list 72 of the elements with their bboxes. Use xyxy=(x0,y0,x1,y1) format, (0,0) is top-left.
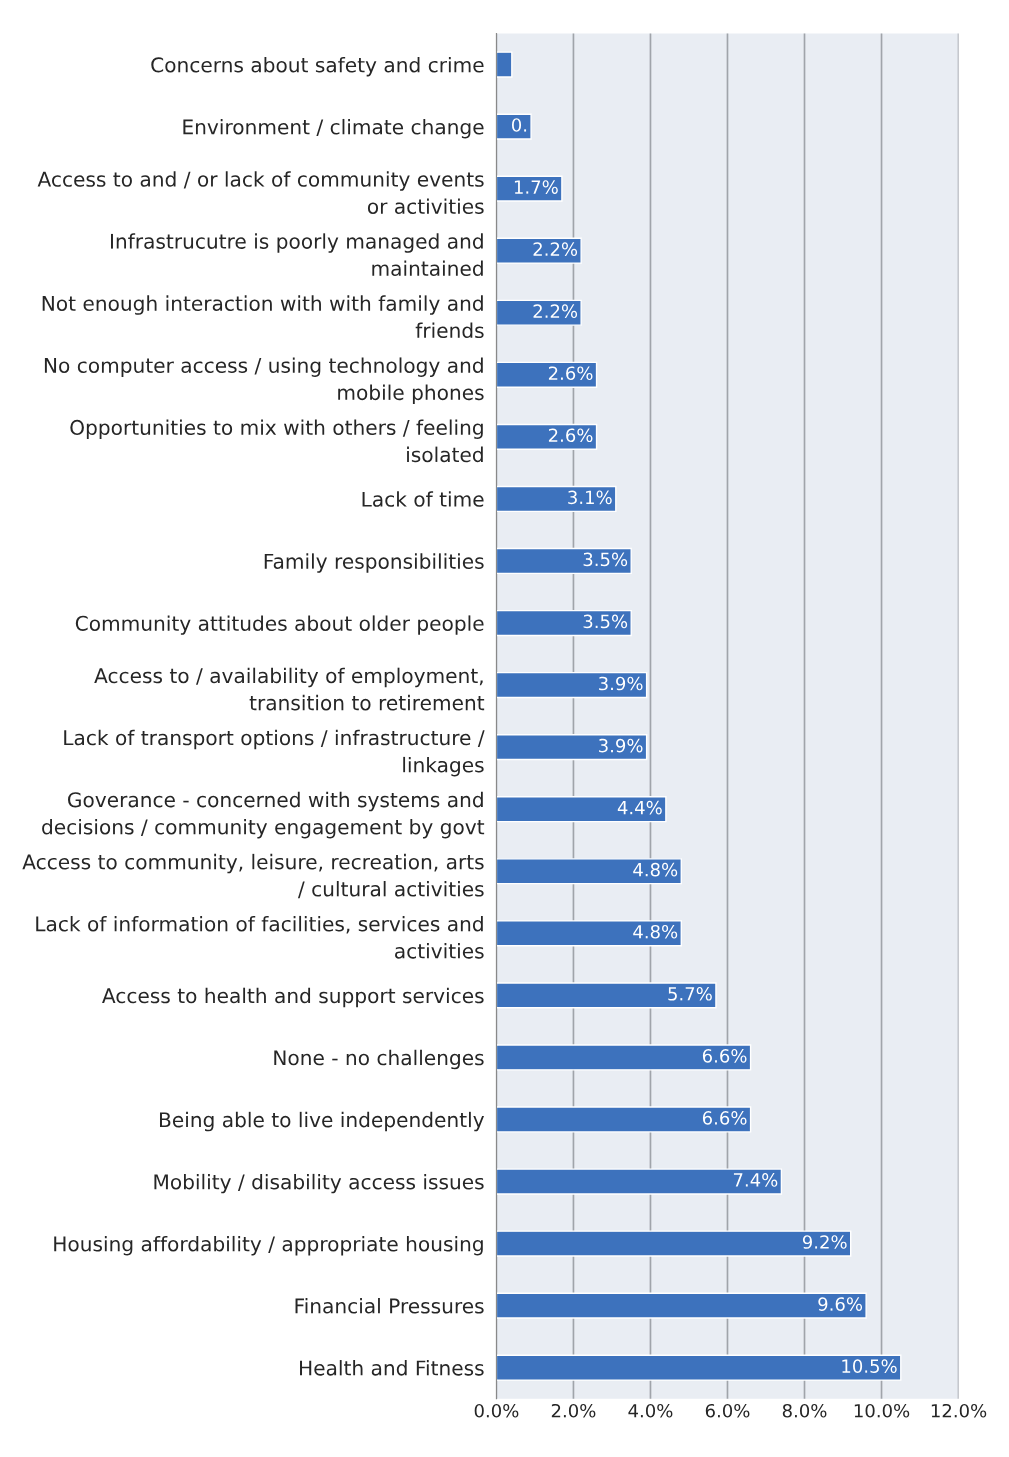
data-label: 6.6% xyxy=(702,1049,747,1063)
y-tick-label: None - no challenges xyxy=(274,1049,484,1070)
x-tick-label: 8.0% xyxy=(782,1403,827,1418)
x-tick-label: 12.0% xyxy=(931,1403,987,1418)
bar xyxy=(496,175,563,202)
bar xyxy=(496,547,632,575)
bar xyxy=(496,1106,752,1133)
data-label: 9.6% xyxy=(818,1297,863,1311)
bar xyxy=(496,485,617,513)
bar xyxy=(496,671,648,699)
data-label: 2.2% xyxy=(533,304,578,318)
x-tick-label: 0.0% xyxy=(474,1403,519,1418)
data-label: 4.4% xyxy=(617,800,662,815)
data-label: 2.2% xyxy=(533,242,578,256)
bar xyxy=(496,1354,902,1381)
y-tick-label: Lack of time xyxy=(362,491,484,507)
bar xyxy=(496,237,582,264)
data-label: 10.5% xyxy=(842,1359,897,1373)
x-tick-label: 10.0% xyxy=(854,1403,910,1418)
bar xyxy=(496,299,582,326)
data-label: 3.1% xyxy=(568,490,612,505)
y-tick-label: Access to health and support services xyxy=(102,987,484,1008)
x-tick-label: 6.0% xyxy=(705,1403,750,1418)
data-label: 3.5% xyxy=(583,614,628,629)
bar xyxy=(496,1230,852,1257)
y-tick-label: Access to community, leisure, recreation, arts / cultural activities xyxy=(22,853,484,899)
y-tick-label: Health and Fitness xyxy=(300,1360,484,1376)
y-tick-label: Financial Pressures xyxy=(295,1297,484,1314)
y-tick-label: Being able to live independently xyxy=(159,1111,485,1132)
y-tick-label: Opportunities to mix with others / feeling isolated xyxy=(70,419,483,463)
data-label: 6.6% xyxy=(702,1111,747,1125)
data-label: 3.9% xyxy=(599,676,643,691)
y-tick-label: Lack of information of facilities, services and activities xyxy=(36,915,484,959)
x-tick-label: 2.0% xyxy=(551,1403,596,1418)
data-label: 9.2% xyxy=(802,1235,847,1249)
data-label: 4.8% xyxy=(633,924,678,939)
y-tick-label: Housing affordability / appropriate housing xyxy=(54,1235,483,1256)
data-label: 3.5% xyxy=(583,552,628,567)
y-tick-label: No computer access / using technology and mobile phones xyxy=(44,357,484,405)
data-label: 5.7% xyxy=(668,986,712,1001)
bar xyxy=(496,113,532,140)
bar xyxy=(496,51,513,78)
y-tick-label: Goverance - concerned with systems and decisions / community engagement by govt xyxy=(42,791,485,839)
y-tick-label: Access to / availability of employment, transition to retirement xyxy=(94,667,485,711)
y-tick-label: Not enough interaction with with family and friends xyxy=(42,295,484,339)
data-label: 3.9% xyxy=(599,738,643,753)
y-tick-label: Access to and / or lack of community events or activities xyxy=(37,171,484,214)
y-tick-label: Family responsibilities xyxy=(264,553,484,573)
x-tick-label: 4.0% xyxy=(628,1403,673,1418)
data-label: 4.8% xyxy=(633,862,678,877)
y-tick-label: Concerns about safety and crime xyxy=(151,56,484,77)
y-tick-label: Environment / climate change xyxy=(183,118,484,139)
bar xyxy=(496,734,648,761)
bar xyxy=(496,361,598,388)
bar xyxy=(496,796,667,823)
bar xyxy=(496,1292,867,1319)
bar xyxy=(496,858,682,885)
y-tick-label: Lack of transport options / infrastructure / linkages xyxy=(64,729,485,777)
y-tick-label: Mobility / disability access issues xyxy=(154,1173,484,1194)
y-tick-label: Infrastrucutre is poorly managed and maintained xyxy=(110,233,483,277)
bar xyxy=(496,920,682,947)
bar xyxy=(496,609,632,637)
bar xyxy=(496,1044,752,1071)
bar xyxy=(496,982,717,1009)
y-tick-label: Community attitudes about older people xyxy=(75,615,484,635)
data-label: 1.7% xyxy=(514,180,558,194)
data-label: 2.6% xyxy=(548,366,593,381)
bar xyxy=(496,423,598,450)
bar xyxy=(496,1168,783,1195)
annotation: 0. xyxy=(511,118,527,132)
data-label: 2.6% xyxy=(548,428,593,443)
data-label: 7.4% xyxy=(733,1173,778,1187)
